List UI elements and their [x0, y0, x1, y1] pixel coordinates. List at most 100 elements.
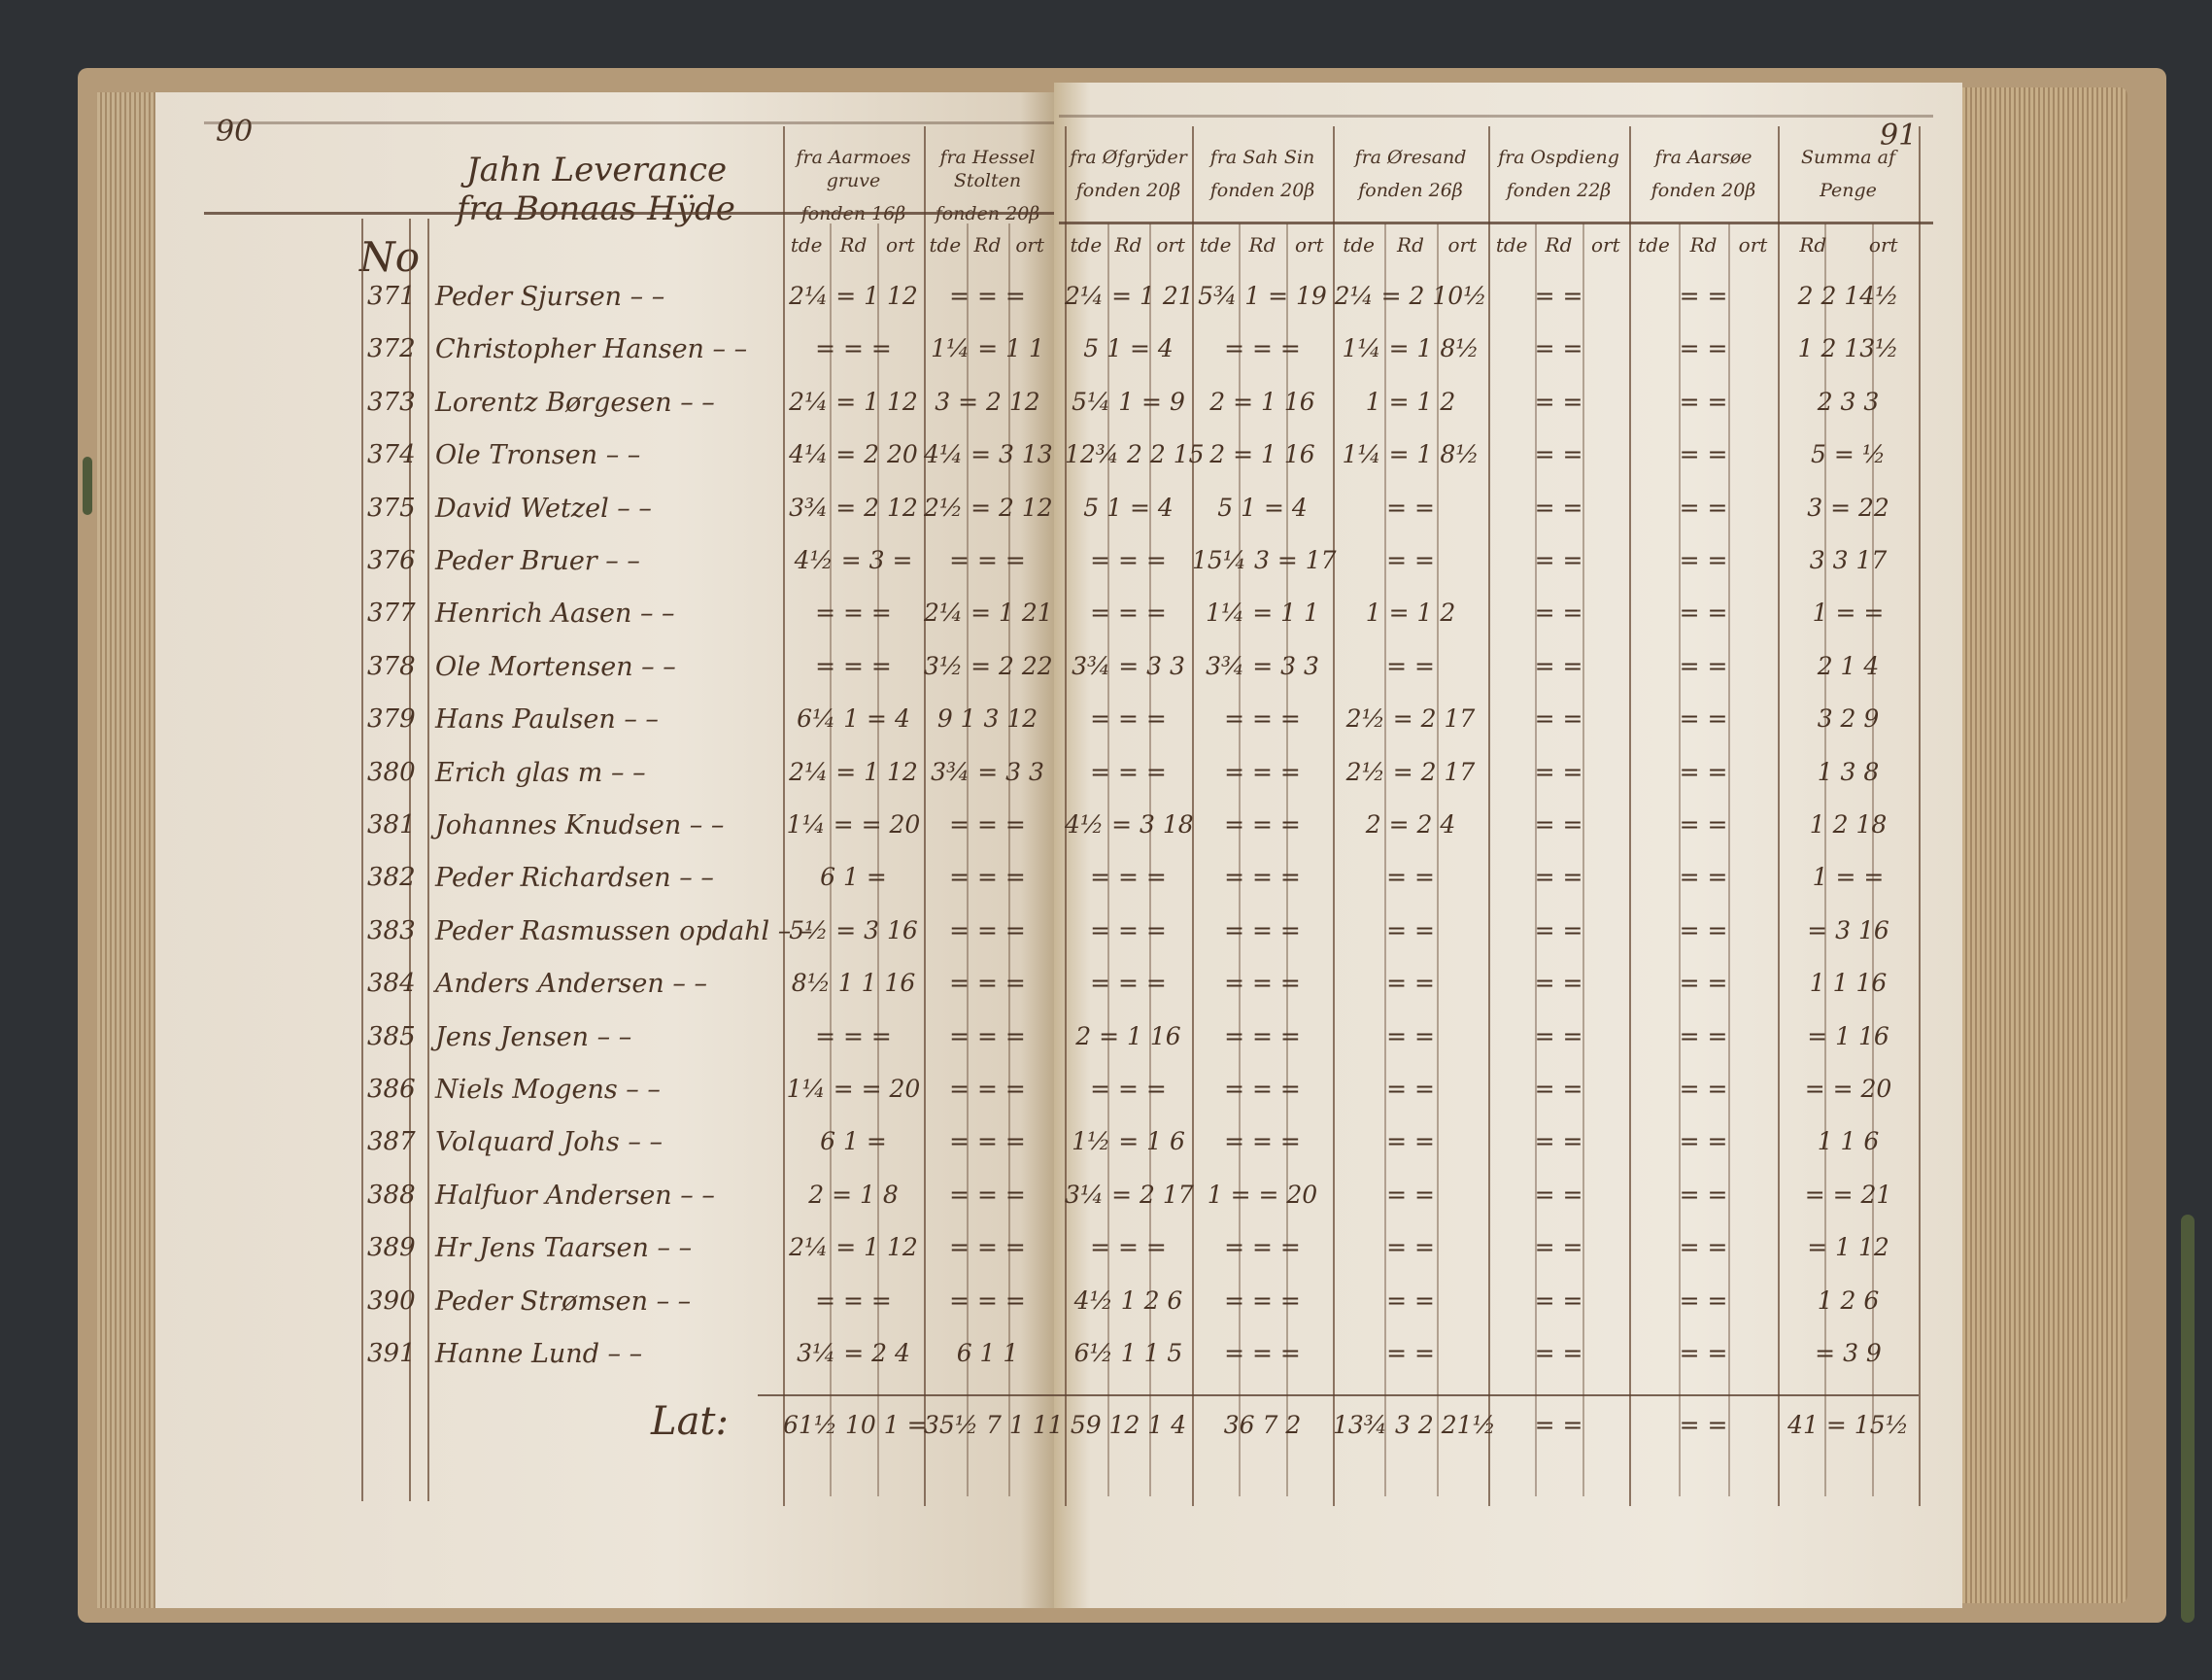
row-number: 381: [367, 810, 416, 840]
row-number: 373: [367, 387, 416, 417]
subcolumn-header: tde: [1199, 233, 1232, 257]
amount-cell: 1 = 1 2: [1365, 599, 1456, 628]
bookmark-thread: [2181, 1215, 2195, 1623]
subcolumn-rule: [876, 223, 879, 1496]
ruling-line: [409, 219, 411, 1501]
header-rule: [204, 212, 1054, 215]
amount-cell: 5½ = 3 16: [789, 915, 918, 944]
amount-cell: = = =: [1224, 915, 1301, 944]
amount-cell: = = =: [1224, 810, 1301, 839]
amount-cell: 4½ = 3 18: [1065, 810, 1194, 839]
amount-cell: = =: [1386, 493, 1435, 522]
amount-cell: 5 = ½: [1811, 440, 1886, 469]
row-number: 385: [367, 1021, 416, 1051]
subcolumn-header: Rd: [1545, 233, 1573, 257]
column-header-rate: fonden 20β: [1075, 180, 1181, 201]
amount-cell: 2¼ = 1 12: [789, 757, 918, 786]
amount-cell: = =: [1386, 863, 1435, 892]
amount-cell: = = 20: [1804, 1075, 1892, 1103]
amount-cell: 2 = 1 16: [1075, 1021, 1181, 1050]
person-name: Peder Sjursen – –: [435, 282, 665, 312]
amount-cell: 8½ 1 1 16: [791, 969, 916, 998]
amount-cell: 6¼ 1 = 4: [797, 704, 910, 734]
amount-cell: 12¾ 2 2 15: [1065, 440, 1205, 469]
amount-cell: 2½ = 2 17: [1345, 704, 1476, 734]
subcolumn-header: tde: [1638, 233, 1670, 257]
amount-cell: = =: [1679, 282, 1728, 310]
person-name: Erich glas m – –: [435, 757, 646, 788]
column-header-rate: fonden 22β: [1506, 180, 1612, 201]
amount-cell: = =: [1386, 1021, 1435, 1050]
amount-cell: 2 = 1 8: [808, 1180, 899, 1209]
row-number: 379: [367, 704, 416, 735]
amount-cell: 9 1 3 12: [936, 704, 1038, 734]
person-name: Halfuor Andersen – –: [435, 1180, 715, 1211]
subcolumn-header: tde: [1343, 233, 1375, 257]
amount-cell: = = =: [1090, 915, 1167, 944]
amount-cell: = =: [1679, 969, 1728, 998]
amount-cell: = = =: [949, 810, 1026, 839]
subcolumn-header: Rd: [1114, 233, 1142, 257]
amount-cell: 1¼ = 1 8½: [1342, 440, 1480, 469]
amount-cell: 4½ = 3 =: [794, 546, 913, 574]
column-header: Summa af Penge: [1778, 146, 1919, 202]
row-number: 388: [367, 1180, 416, 1210]
amount-cell: 5 1 = 4: [1083, 493, 1174, 522]
row-number: 371: [367, 282, 416, 311]
amount-cell: = =: [1386, 1233, 1435, 1262]
ledger-title-line2: fra Bonaas Hÿde: [457, 189, 735, 228]
amount-cell: = =: [1679, 1075, 1728, 1103]
column-rule: [1778, 126, 1780, 1506]
subcolumn-header: Rd: [1689, 233, 1718, 257]
amount-cell: 6 1 =: [820, 863, 887, 892]
amount-cell: 15¼ 3 = 17: [1192, 546, 1337, 574]
amount-cell: = = =: [1224, 704, 1301, 734]
subcolumn-rule: [1285, 223, 1288, 1496]
column-header-source: fra Øfgrÿder: [1070, 147, 1187, 168]
amount-cell: = =: [1534, 1127, 1583, 1156]
subcolumn-header: Rd: [1799, 233, 1827, 257]
totals-label: Lat:: [651, 1399, 729, 1444]
amount-cell: = 1 12: [1807, 1233, 1889, 1262]
amount-cell: = 1 16: [1807, 1021, 1889, 1050]
subcolumn-header: tde: [790, 233, 823, 257]
person-name: Peder Richardsen – –: [435, 863, 714, 894]
amount-cell: = = =: [1224, 1127, 1301, 1156]
amount-cell: = =: [1679, 1127, 1728, 1156]
amount-cell: = = =: [1090, 1233, 1167, 1262]
column-rule: [1629, 126, 1631, 1506]
total-cell: = =: [1534, 1411, 1583, 1439]
amount-cell: = = =: [1224, 757, 1301, 786]
header-rule: [1059, 222, 1933, 224]
amount-cell: = = =: [815, 1286, 892, 1315]
amount-cell: 1¼ = 1 1: [931, 334, 1044, 363]
amount-cell: 5 1 = 4: [1083, 334, 1174, 363]
amount-cell: 1 1 6: [1817, 1127, 1880, 1156]
amount-cell: = =: [1386, 1286, 1435, 1315]
column-rule: [1488, 126, 1490, 1506]
row-number: 387: [367, 1127, 416, 1157]
amount-cell: 2 = 2 4: [1365, 810, 1456, 839]
column-header-source: fra Aarsøe: [1654, 147, 1753, 168]
amount-cell: = =: [1679, 440, 1728, 469]
subcolumn-header: Rd: [839, 233, 868, 257]
top-rule: [1059, 115, 1933, 118]
person-name: Peder Strømsen – –: [435, 1286, 692, 1317]
person-name: Hr Jens Taarsen – –: [435, 1233, 693, 1264]
amount-cell: 5¾ 1 = 19: [1198, 282, 1327, 310]
amount-cell: = =: [1679, 863, 1728, 892]
amount-cell: = = 21: [1804, 1180, 1892, 1209]
top-rule: [204, 121, 1054, 124]
amount-cell: 1¼ = = 20: [786, 810, 921, 839]
total-cell: 59 12 1 4: [1070, 1411, 1187, 1439]
row-number: 386: [367, 1075, 416, 1104]
amount-cell: = =: [1386, 1075, 1435, 1103]
bookmark-thread-left: [83, 457, 92, 515]
amount-cell: 1¼ = 1 1: [1206, 599, 1319, 628]
amount-cell: = = =: [1090, 704, 1167, 734]
amount-cell: = = =: [1224, 1075, 1301, 1103]
subcolumn-header: ort: [1295, 233, 1324, 257]
subcolumn-header: ort: [1015, 233, 1044, 257]
row-number: 377: [367, 599, 416, 629]
amount-cell: = =: [1679, 493, 1728, 522]
